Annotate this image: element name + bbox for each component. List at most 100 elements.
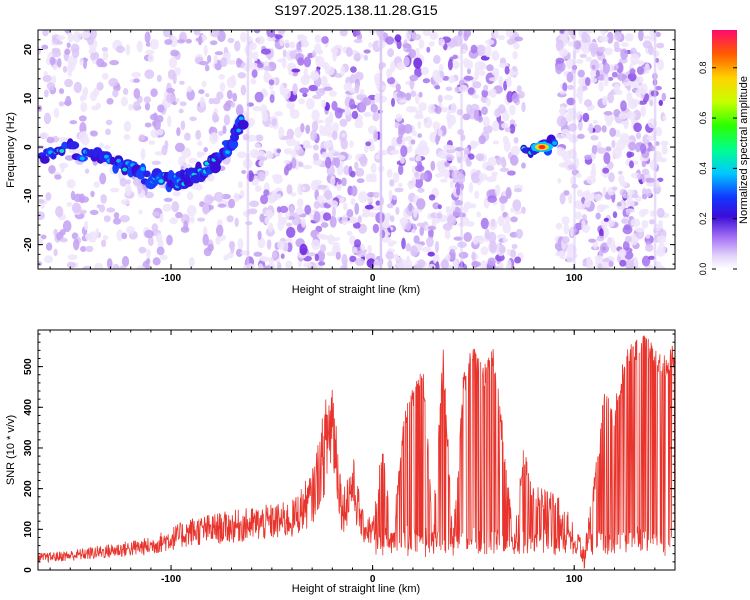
spectrogram-cell [149, 113, 159, 121]
spectrogram-cell [437, 204, 442, 210]
spectrogram-cell [198, 61, 209, 66]
spectrogram-cell [163, 197, 173, 202]
spectrogram-cell [494, 30, 499, 39]
spectrogram-cell [144, 229, 154, 239]
spectrogram-cell [408, 202, 413, 212]
spectrogram-cell [78, 115, 87, 122]
spectrogram-cell [509, 123, 516, 134]
spectrogram-cell [389, 240, 397, 245]
spectrogram-cell [56, 40, 63, 45]
spectrogram-cell [339, 118, 348, 127]
spectrogram-cell [394, 34, 402, 43]
spectrogram-cell [645, 177, 656, 183]
spectrogram-cell [279, 38, 285, 47]
spectrogram-cell [513, 137, 519, 144]
spectrogram-cell [509, 104, 516, 116]
spectrogram-cell [385, 251, 394, 260]
spectrogram-cell [183, 220, 189, 231]
spectrogram-cell [630, 218, 641, 228]
spectrogram-cell [394, 187, 404, 193]
spectrogram-cell [387, 259, 393, 269]
colorbar-tick-label: 0.2 [698, 212, 708, 225]
spectrogram-cell [423, 116, 433, 129]
spectrogram-cell [630, 53, 640, 65]
spectrogram-cell [263, 189, 270, 197]
spectrogram-cell [230, 242, 235, 254]
spectrogram-cell [95, 228, 100, 238]
spectrogram-cell [373, 191, 380, 199]
spectrogram-cell [359, 102, 367, 113]
spectrogram-cell [427, 251, 435, 257]
spectrogram-cell [226, 215, 234, 223]
spectrogram-cell [568, 192, 573, 204]
spectrogram-cell [409, 157, 416, 162]
spectrogram-cell [106, 258, 113, 269]
spectrogram-cell [575, 59, 584, 64]
spectrogram-cell [464, 201, 472, 210]
spectrogram-cell [409, 49, 417, 59]
spectrogram-cell [62, 220, 72, 233]
spectrogram-cell [352, 246, 358, 254]
spectrogram-cell [388, 189, 393, 202]
spectrogram-cell [365, 141, 372, 147]
spectrogram-cell [351, 110, 359, 120]
spectrogram-cell [218, 130, 224, 136]
spectrogram-cell [582, 112, 590, 123]
spectrogram-cell [472, 261, 481, 268]
spectrogram-cell [506, 90, 514, 103]
spectrogram-cell [223, 255, 229, 261]
spectrogram-cell [645, 243, 654, 252]
spectrogram-cell [316, 233, 324, 238]
spectrogram-cell [614, 31, 622, 41]
spectrogram-cell [38, 199, 45, 204]
spectrogram-cell [499, 167, 510, 172]
spectrogram-cell [249, 148, 260, 159]
spectrogram-cell [603, 111, 613, 116]
spectrogram-cell [297, 57, 305, 66]
spectrogram-cell [392, 172, 400, 183]
spectrogram-cell [203, 44, 208, 57]
spectrogram-cell [226, 89, 233, 100]
spectrogram-cell [656, 207, 665, 218]
spectrogram-cell [310, 129, 317, 141]
spectrogram-cell [585, 77, 591, 86]
spectrogram-cell [58, 101, 65, 107]
spectrogram-cell [350, 170, 356, 178]
spectrogram-cell [202, 233, 209, 246]
spectrogram-cell [317, 48, 324, 55]
spectrogram-cell [512, 51, 518, 60]
spectrogram-cell [350, 66, 357, 73]
spectrogram-cell [302, 164, 313, 170]
spectrogram-cell [634, 227, 645, 233]
spectrogram-cell [63, 100, 72, 106]
spectrogram-cell [613, 109, 621, 117]
spectrogram-cell [509, 249, 517, 258]
spectrogram-cell [617, 73, 627, 81]
spectrogram-cell [280, 216, 286, 226]
spectrogram-cell [227, 37, 235, 44]
spectrogram-cell [494, 184, 501, 196]
spectrogram-cell [489, 88, 497, 98]
spectrogram-cell [144, 69, 155, 79]
spectrogram-cell [56, 35, 66, 40]
spectrogram-cell [428, 40, 435, 47]
spectrogram-streak [573, 30, 576, 269]
spectrogram-cell [72, 31, 82, 43]
spectrogram-cell [320, 222, 329, 228]
spectrogram-cell [216, 219, 223, 227]
spectrogram-cell [440, 178, 448, 183]
spectrogram-cell [631, 193, 639, 199]
spectrogram-cell [298, 149, 305, 157]
spectrogram-cell [447, 214, 457, 226]
spectrogram-cell [591, 64, 596, 70]
colorbar-tick-label: 0.6 [698, 112, 708, 125]
spectrogram-cell [96, 204, 101, 209]
spectrogram-cell [456, 186, 461, 196]
spectrogram-cell [266, 239, 272, 250]
spectrogram-cell [389, 179, 395, 187]
spectrogram-cell [313, 200, 320, 209]
spectrogram-cell [395, 256, 405, 269]
spectrogram-cell [350, 197, 356, 206]
